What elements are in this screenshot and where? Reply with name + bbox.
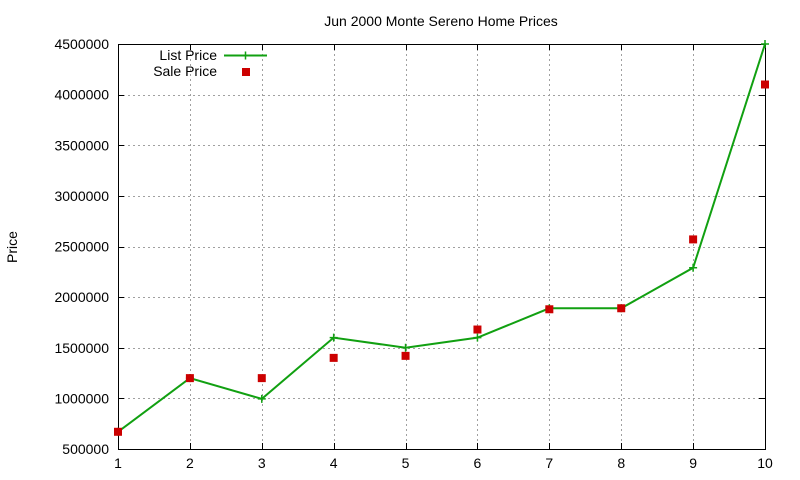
- sale-price-point: [329, 353, 338, 362]
- list-price-point: [761, 40, 769, 48]
- legend-label-sale-price: Sale Price: [153, 63, 217, 79]
- series-line-list-price: [117, 43, 766, 433]
- y-tick-label: 3000000: [54, 188, 109, 204]
- chart-title: Jun 2000 Monte Sereno Home Prices: [324, 13, 557, 29]
- x-tick-label: 3: [258, 455, 266, 471]
- list-price-point: [401, 343, 410, 352]
- list-price-point: [689, 263, 698, 272]
- y-tick-label: 2500000: [54, 239, 109, 255]
- x-tick-label: 6: [474, 455, 482, 471]
- sale-price-point: [114, 427, 122, 436]
- sale-price-point: [545, 305, 554, 314]
- axis-ticks: 1 2 3 4 5 6 7 8 9 10 500000 1000000 1500000 2000000 25…: [54, 36, 773, 471]
- sale-price-point: [185, 374, 194, 383]
- grid: [118, 44, 765, 449]
- list-price-point: [329, 333, 338, 342]
- x-tick-label: 1: [114, 455, 122, 471]
- list-price-point: [257, 394, 266, 403]
- y-tick-label: 4000000: [54, 87, 109, 103]
- y-axis-label: Price: [4, 231, 20, 263]
- sale-price-point: [689, 235, 698, 244]
- list-price-point: [473, 333, 482, 342]
- y-tick-label: 4500000: [54, 36, 109, 52]
- sale-price-point: [257, 374, 266, 383]
- legend-marker-list-price: [241, 51, 250, 60]
- x-tick-label: 9: [689, 455, 697, 471]
- y-tick-label: 2000000: [54, 289, 109, 305]
- x-tick-label: 5: [402, 455, 410, 471]
- y-tick-label: 3500000: [54, 137, 109, 153]
- sale-price-point: [473, 325, 482, 334]
- y-tick-label: 1500000: [54, 340, 109, 356]
- sale-price-point: [617, 304, 626, 313]
- x-tick-label: 2: [186, 455, 194, 471]
- sale-price-point: [761, 80, 769, 89]
- y-tick-label: 500000: [62, 441, 109, 457]
- x-tick-label: 7: [545, 455, 553, 471]
- series: [114, 40, 769, 436]
- x-tick-label: 4: [330, 455, 338, 471]
- y-tick-label: 1000000: [54, 390, 109, 406]
- x-tick-label: 8: [617, 455, 625, 471]
- sale-price-point: [401, 351, 410, 360]
- x-tick-label: 10: [757, 455, 773, 471]
- legend-marker-sale-price: [242, 68, 250, 76]
- legend-label-list-price: List Price: [159, 47, 217, 63]
